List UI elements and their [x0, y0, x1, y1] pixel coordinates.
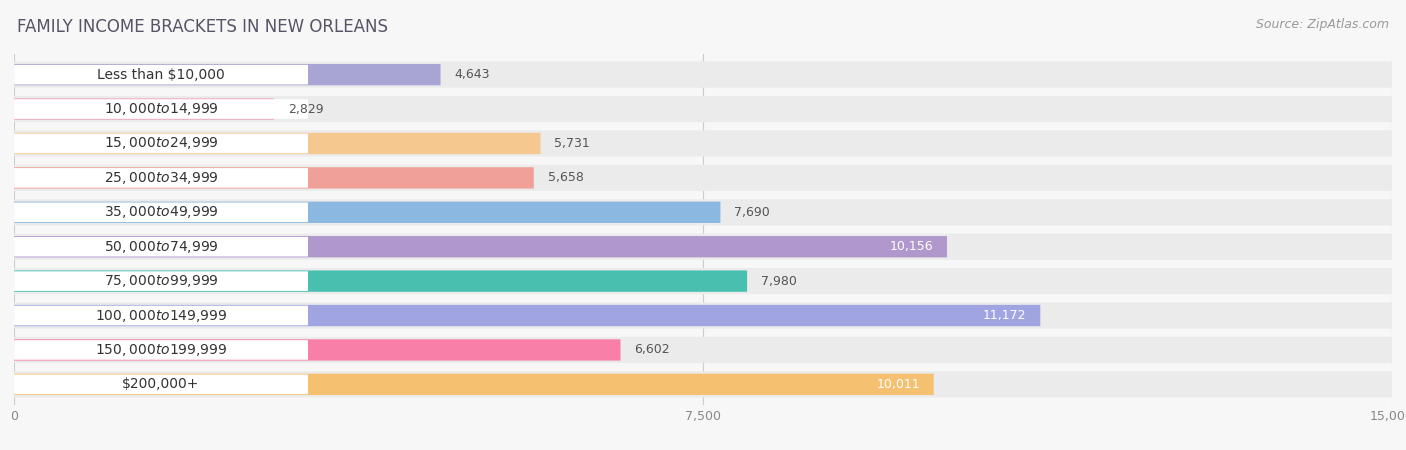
FancyBboxPatch shape	[14, 64, 440, 86]
FancyBboxPatch shape	[14, 202, 308, 222]
Text: $10,000 to $14,999: $10,000 to $14,999	[104, 101, 218, 117]
Text: $35,000 to $49,999: $35,000 to $49,999	[104, 204, 218, 220]
FancyBboxPatch shape	[14, 306, 308, 325]
Text: $150,000 to $199,999: $150,000 to $199,999	[94, 342, 228, 358]
FancyBboxPatch shape	[14, 199, 1392, 225]
Text: 5,731: 5,731	[554, 137, 591, 150]
Text: $200,000+: $200,000+	[122, 378, 200, 392]
Text: FAMILY INCOME BRACKETS IN NEW ORLEANS: FAMILY INCOME BRACKETS IN NEW ORLEANS	[17, 18, 388, 36]
FancyBboxPatch shape	[14, 234, 1392, 260]
Text: 4,643: 4,643	[454, 68, 489, 81]
FancyBboxPatch shape	[14, 236, 948, 257]
FancyBboxPatch shape	[14, 374, 934, 395]
FancyBboxPatch shape	[14, 96, 1392, 122]
Text: Source: ZipAtlas.com: Source: ZipAtlas.com	[1256, 18, 1389, 31]
Text: $25,000 to $34,999: $25,000 to $34,999	[104, 170, 218, 186]
Text: 5,658: 5,658	[547, 171, 583, 184]
FancyBboxPatch shape	[14, 340, 308, 360]
FancyBboxPatch shape	[14, 202, 720, 223]
FancyBboxPatch shape	[14, 339, 620, 360]
FancyBboxPatch shape	[14, 62, 1392, 88]
Text: $100,000 to $149,999: $100,000 to $149,999	[94, 307, 228, 324]
FancyBboxPatch shape	[14, 374, 308, 394]
FancyBboxPatch shape	[14, 302, 1392, 328]
Text: 10,011: 10,011	[876, 378, 920, 391]
Text: $50,000 to $74,999: $50,000 to $74,999	[104, 238, 218, 255]
Text: $15,000 to $24,999: $15,000 to $24,999	[104, 135, 218, 152]
FancyBboxPatch shape	[14, 133, 540, 154]
FancyBboxPatch shape	[14, 165, 1392, 191]
Text: 2,829: 2,829	[288, 103, 323, 116]
FancyBboxPatch shape	[14, 305, 1040, 326]
FancyBboxPatch shape	[14, 99, 308, 119]
Text: 6,602: 6,602	[634, 343, 669, 356]
FancyBboxPatch shape	[14, 237, 308, 256]
FancyBboxPatch shape	[14, 168, 308, 188]
FancyBboxPatch shape	[14, 337, 1392, 363]
Text: 7,980: 7,980	[761, 274, 797, 288]
Text: 7,690: 7,690	[734, 206, 770, 219]
Text: 10,156: 10,156	[890, 240, 934, 253]
FancyBboxPatch shape	[14, 371, 1392, 397]
FancyBboxPatch shape	[14, 65, 308, 85]
FancyBboxPatch shape	[14, 130, 1392, 157]
FancyBboxPatch shape	[14, 134, 308, 153]
Text: Less than $10,000: Less than $10,000	[97, 68, 225, 81]
Text: 11,172: 11,172	[983, 309, 1026, 322]
FancyBboxPatch shape	[14, 268, 1392, 294]
Text: $75,000 to $99,999: $75,000 to $99,999	[104, 273, 218, 289]
FancyBboxPatch shape	[14, 271, 308, 291]
FancyBboxPatch shape	[14, 270, 747, 292]
FancyBboxPatch shape	[14, 99, 274, 120]
FancyBboxPatch shape	[14, 167, 534, 189]
